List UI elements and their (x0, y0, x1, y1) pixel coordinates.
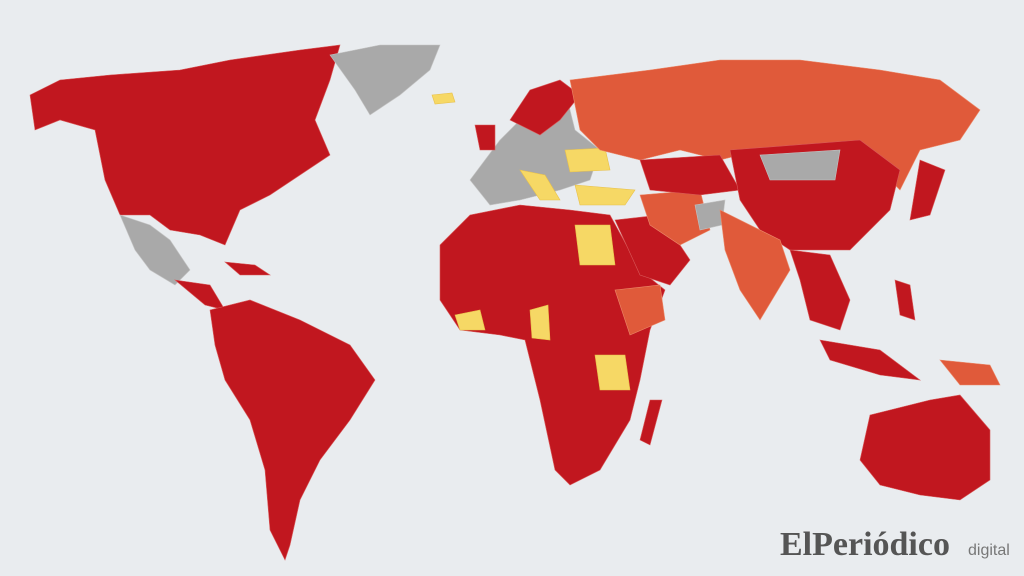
australia (859, 394, 991, 501)
west-africa (454, 309, 486, 331)
north-america (29, 44, 341, 246)
cameroon (529, 304, 551, 341)
ethiopia (614, 284, 666, 336)
mexico (119, 214, 191, 286)
mongolia (759, 149, 841, 181)
uk (474, 124, 496, 151)
japan (909, 159, 946, 221)
philippines (894, 279, 916, 321)
countries (29, 44, 1001, 561)
caribbean (224, 261, 271, 276)
iceland (431, 92, 456, 105)
egypt (574, 224, 616, 266)
south-america (209, 299, 376, 561)
papua-new-guinea (939, 359, 1001, 386)
watermark-suffix: digital (968, 542, 1010, 559)
central-asia (639, 154, 741, 196)
watermark-brand: ElPeriódico (780, 526, 950, 563)
madagascar (639, 399, 663, 446)
africa (439, 204, 666, 486)
indonesia (819, 339, 922, 381)
india (719, 209, 791, 321)
southeast-asia (789, 249, 851, 331)
ukraine (564, 147, 611, 173)
italy-balkans (519, 169, 561, 201)
tanzania (594, 354, 631, 391)
turkey (574, 184, 636, 206)
greenland (329, 44, 441, 116)
